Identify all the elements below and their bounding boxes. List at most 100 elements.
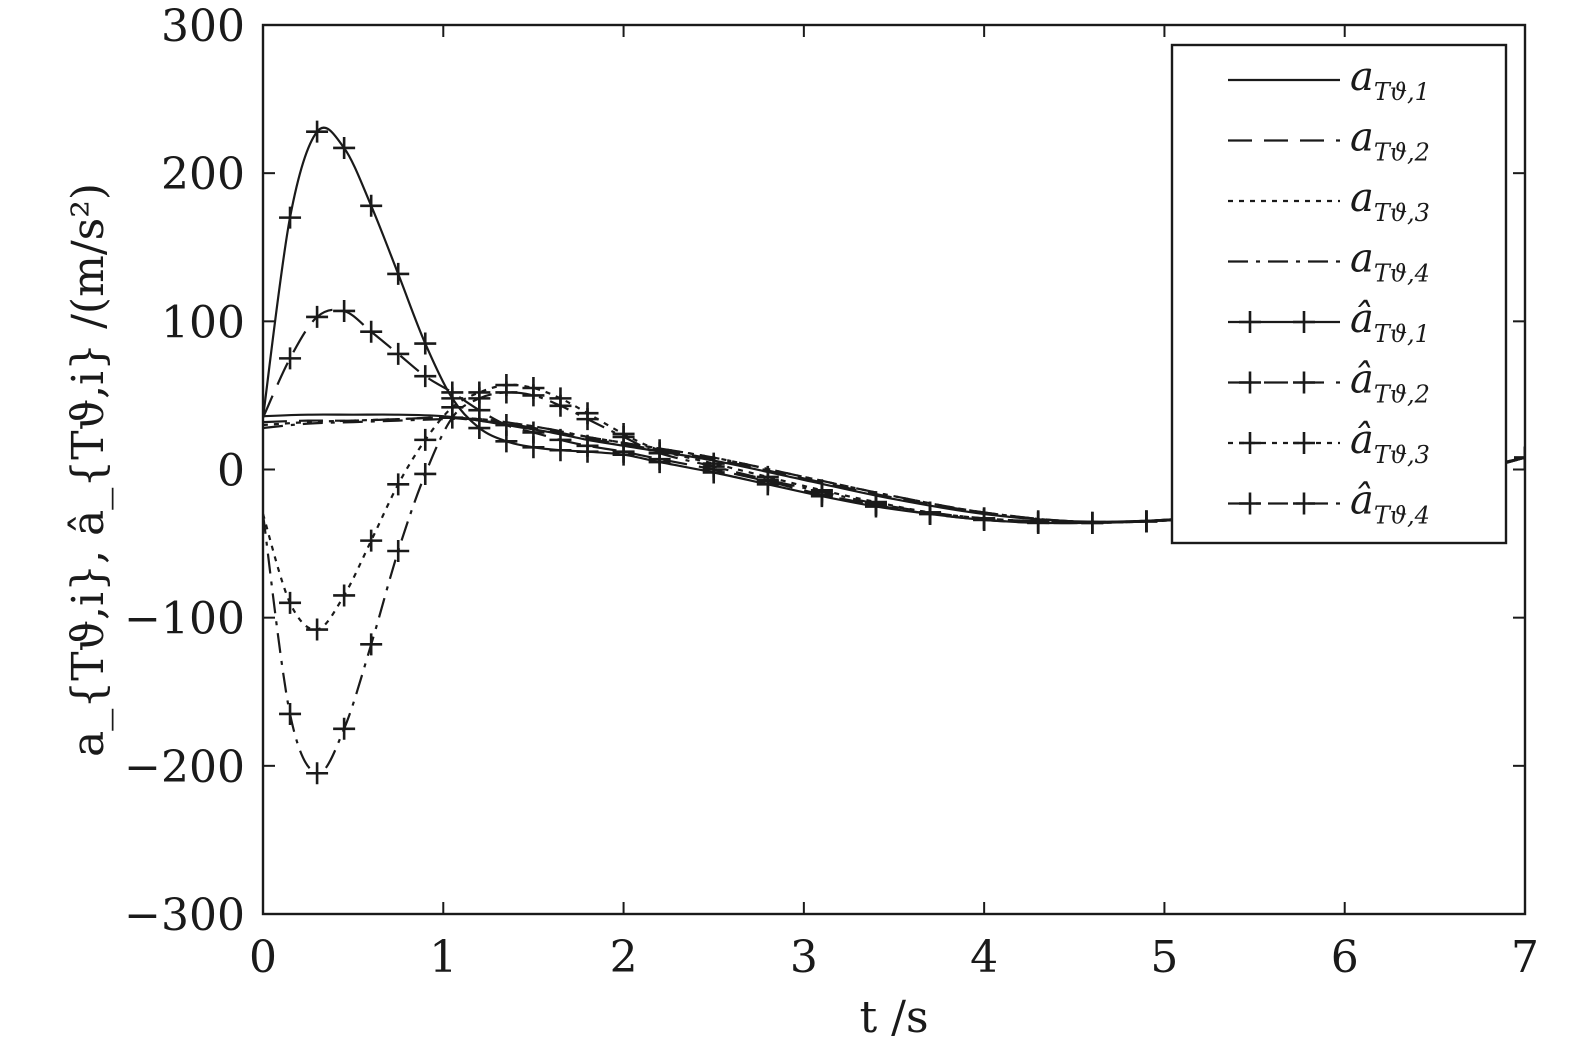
y-tick-label: 200	[161, 149, 245, 200]
data-point-marker	[702, 455, 725, 478]
legend-label-base: â	[1350, 296, 1374, 342]
legend-label: aTϑ,3	[1350, 175, 1430, 227]
data-point-marker	[576, 408, 599, 431]
data-point-marker	[864, 492, 887, 515]
data-point-marker	[1514, 446, 1525, 469]
legend-label-subscript: Tϑ,1	[1374, 320, 1430, 348]
y-tick-label: 300	[161, 1, 245, 52]
legend-label-subscript: Tϑ,3	[1374, 441, 1430, 469]
data-point-marker	[333, 584, 356, 607]
legend-label-subscript: Tϑ,1	[1374, 78, 1430, 106]
legend-label-base: a	[1350, 175, 1374, 221]
data-point-marker	[387, 473, 410, 496]
legend-label-base: â	[1350, 357, 1374, 403]
data-point-marker	[306, 618, 329, 641]
x-tick-label: 2	[610, 932, 638, 983]
legend-label-subscript: Tϑ,4	[1374, 502, 1430, 530]
data-point-marker	[360, 194, 383, 217]
legend-item: aTϑ,1	[1228, 54, 1430, 106]
legend-marker	[1239, 492, 1261, 515]
legend-marker	[1293, 371, 1315, 394]
data-point-marker	[333, 299, 356, 322]
y-tick-label: −300	[124, 890, 245, 941]
data-point-marker	[360, 320, 383, 343]
x-tick-label: 5	[1150, 932, 1178, 983]
legend-item: âTϑ,3	[1228, 417, 1430, 469]
legend-label-subscript: Tϑ,4	[1374, 260, 1430, 288]
data-point-marker	[648, 442, 671, 465]
data-point-marker	[1027, 510, 1050, 533]
data-point-marker	[279, 702, 302, 725]
legend-label-base: â	[1350, 417, 1374, 463]
legend-label: âTϑ,2	[1350, 357, 1430, 409]
data-point-marker	[919, 501, 942, 524]
data-point-marker	[360, 633, 383, 656]
data-point-marker	[468, 387, 491, 410]
legend-label: aTϑ,1	[1350, 54, 1430, 106]
data-point-marker	[279, 347, 302, 370]
data-point-marker	[495, 414, 518, 437]
legend-marker	[1239, 371, 1261, 394]
legend-marker	[1239, 432, 1261, 454]
legend-item: âTϑ,4	[1228, 478, 1430, 530]
data-point-marker	[387, 342, 410, 365]
legend-marker	[1293, 311, 1315, 333]
data-point-marker	[1135, 510, 1158, 533]
data-point-marker	[414, 332, 437, 355]
legend-label-base: a	[1350, 236, 1374, 282]
legend-label: aTϑ,2	[1350, 115, 1430, 167]
data-point-marker	[387, 539, 410, 562]
y-tick-label: −200	[124, 742, 245, 793]
data-point-marker	[1081, 511, 1104, 534]
legend-label: âTϑ,3	[1350, 417, 1430, 469]
data-point-marker	[414, 365, 437, 388]
data-point-marker	[549, 394, 572, 417]
legend-item: aTϑ,3	[1228, 175, 1430, 227]
y-tick-label: 0	[217, 446, 245, 497]
data-point-marker	[306, 762, 329, 785]
data-point-marker	[441, 406, 464, 429]
y-tick-label: −100	[124, 594, 245, 645]
data-point-marker	[522, 384, 545, 407]
y-axis-label: a_{Tϑ,i}, â_{Tϑ,i} /(m/s²)	[63, 183, 114, 757]
data-point-marker	[612, 425, 635, 448]
legend-label-base: a	[1350, 115, 1374, 161]
data-point-marker	[810, 480, 833, 503]
data-point-marker	[387, 262, 410, 285]
legend-item: aTϑ,2	[1228, 115, 1430, 167]
data-point-marker	[414, 462, 437, 485]
series-8	[263, 381, 1525, 785]
data-point-marker	[306, 305, 329, 328]
x-tick-label: 6	[1331, 932, 1359, 983]
legend-label: aTϑ,4	[1350, 236, 1430, 288]
data-point-marker	[333, 717, 356, 740]
y-tick-label: 100	[161, 297, 245, 348]
data-point-marker	[549, 428, 572, 451]
data-point-marker	[414, 428, 437, 451]
legend-label-subscript: Tϑ,2	[1374, 139, 1430, 167]
legend-label-base: â	[1350, 478, 1374, 524]
data-point-marker	[756, 468, 779, 491]
legend-marker	[1293, 432, 1315, 454]
data-point-marker	[973, 507, 996, 530]
data-point-marker	[576, 434, 599, 457]
data-point-marker	[360, 529, 383, 552]
legend-marker	[1239, 311, 1261, 333]
legend-label: âTϑ,1	[1350, 296, 1430, 348]
x-axis-label: t /s	[859, 992, 928, 1043]
data-point-marker	[333, 136, 356, 159]
legend-label: âTϑ,4	[1350, 478, 1430, 530]
x-tick-label: 7	[1511, 932, 1539, 983]
series-line	[263, 391, 1525, 775]
legend-item: aTϑ,4	[1228, 236, 1430, 288]
x-tick-label: 4	[970, 932, 998, 983]
data-point-marker	[495, 381, 518, 404]
legend-label-subscript: Tϑ,2	[1374, 381, 1430, 409]
legend-label-base: a	[1350, 54, 1374, 100]
legend-item: âTϑ,2	[1228, 357, 1430, 409]
legend-box	[1170, 43, 1508, 545]
legend-label-subscript: Tϑ,3	[1374, 199, 1430, 227]
data-point-marker	[522, 421, 545, 444]
